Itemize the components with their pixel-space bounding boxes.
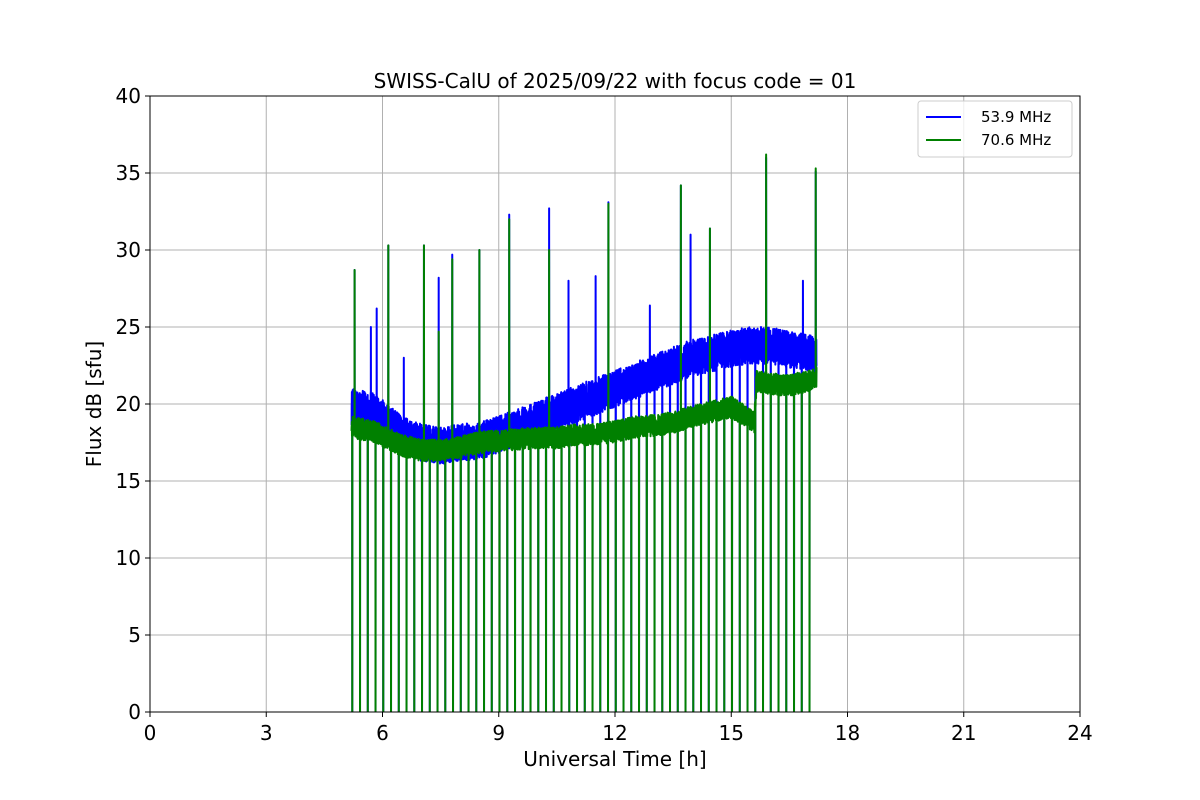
y-tick-label: 30 [116,238,141,262]
x-tick-label: 3 [260,721,273,745]
legend-box [917,100,1073,158]
y-tick-label: 20 [116,392,141,416]
y-tick-label: 25 [116,315,141,339]
y-tick-label: 5 [128,623,141,647]
x-tick-label: 6 [376,721,389,745]
y-tick-label: 10 [116,546,141,570]
legend-label-70-6: 70.6 MHz [981,131,1051,149]
chart-title: SWISS-CalU of 2025/09/22 with focus code… [374,69,857,93]
y-tick-label: 35 [116,161,141,185]
series-layer [350,153,818,712]
series-line-53-9-mhz [350,156,818,712]
y-tick-label: 40 [116,84,141,108]
x-tick-label: 9 [492,721,505,745]
x-tick-label: 0 [144,721,157,745]
x-tick-label: 18 [835,721,860,745]
y-axis-label: Flux dB [sfu] [82,341,106,467]
legend-label-53-9: 53.9 MHz [981,108,1051,126]
x-tick-label: 24 [1067,721,1092,745]
legend: 53.9 MHz 70.6 MHz [917,100,1073,158]
axis-ticks: 0 3 6 9 12 15 18 21 24 0 5 10 15 20 25 30 35 40 [116,84,1093,745]
x-tick-label: 15 [719,721,744,745]
x-tick-label: 21 [951,721,976,745]
series-line-70-6-mhz [350,153,818,712]
y-tick-label: 0 [128,700,141,724]
y-tick-label: 15 [116,469,141,493]
x-tick-label: 12 [602,721,627,745]
x-axis-label: Universal Time [h] [523,747,706,771]
